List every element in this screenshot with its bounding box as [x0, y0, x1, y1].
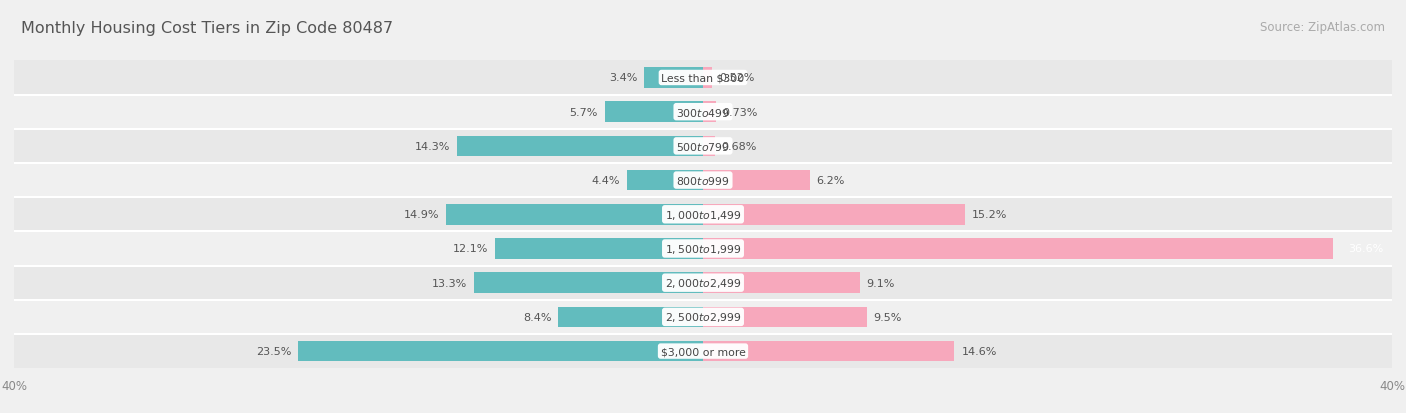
Text: 0.73%: 0.73% — [723, 107, 758, 117]
Bar — [703, 102, 716, 123]
Text: 14.6%: 14.6% — [962, 346, 997, 356]
Bar — [644, 68, 703, 88]
Bar — [298, 341, 703, 361]
Bar — [703, 341, 955, 361]
Bar — [605, 102, 703, 123]
Text: Source: ZipAtlas.com: Source: ZipAtlas.com — [1260, 21, 1385, 33]
Text: 15.2%: 15.2% — [972, 210, 1007, 220]
Bar — [627, 171, 703, 191]
Bar — [14, 300, 1392, 334]
Text: 13.3%: 13.3% — [432, 278, 467, 288]
Bar — [14, 95, 1392, 129]
Text: 3.4%: 3.4% — [609, 73, 637, 83]
Text: 9.1%: 9.1% — [866, 278, 896, 288]
Bar — [703, 136, 714, 157]
Bar — [14, 61, 1392, 95]
Bar — [14, 232, 1392, 266]
Text: 14.9%: 14.9% — [404, 210, 440, 220]
Text: $3,000 or more: $3,000 or more — [661, 346, 745, 356]
Bar — [446, 204, 703, 225]
Bar — [14, 334, 1392, 368]
Bar — [14, 129, 1392, 164]
Bar — [495, 239, 703, 259]
Bar — [457, 136, 703, 157]
Text: 36.6%: 36.6% — [1348, 244, 1384, 254]
Text: 4.4%: 4.4% — [592, 176, 620, 185]
Text: 23.5%: 23.5% — [256, 346, 291, 356]
Text: 6.2%: 6.2% — [817, 176, 845, 185]
Text: $800 to $999: $800 to $999 — [676, 175, 730, 187]
Text: Less than $300: Less than $300 — [661, 73, 745, 83]
Text: $2,500 to $2,999: $2,500 to $2,999 — [665, 311, 741, 324]
Text: 14.3%: 14.3% — [415, 142, 450, 152]
Bar — [703, 171, 810, 191]
Bar — [703, 307, 866, 328]
Bar — [558, 307, 703, 328]
Bar — [703, 204, 965, 225]
Bar — [474, 273, 703, 293]
Bar — [703, 68, 711, 88]
Bar — [703, 239, 1333, 259]
Text: 9.5%: 9.5% — [873, 312, 901, 322]
Text: $1,500 to $1,999: $1,500 to $1,999 — [665, 242, 741, 255]
Text: 0.68%: 0.68% — [721, 142, 756, 152]
Bar — [14, 164, 1392, 198]
Text: $2,000 to $2,499: $2,000 to $2,499 — [665, 277, 741, 290]
Text: Monthly Housing Cost Tiers in Zip Code 80487: Monthly Housing Cost Tiers in Zip Code 8… — [21, 21, 394, 36]
Text: 5.7%: 5.7% — [569, 107, 598, 117]
Bar — [14, 198, 1392, 232]
Text: $500 to $799: $500 to $799 — [676, 140, 730, 152]
Text: 12.1%: 12.1% — [453, 244, 488, 254]
Text: $1,000 to $1,499: $1,000 to $1,499 — [665, 208, 741, 221]
Text: 8.4%: 8.4% — [523, 312, 551, 322]
Text: 0.52%: 0.52% — [718, 73, 754, 83]
Text: $300 to $499: $300 to $499 — [676, 107, 730, 119]
Bar — [703, 273, 859, 293]
Bar — [14, 266, 1392, 300]
